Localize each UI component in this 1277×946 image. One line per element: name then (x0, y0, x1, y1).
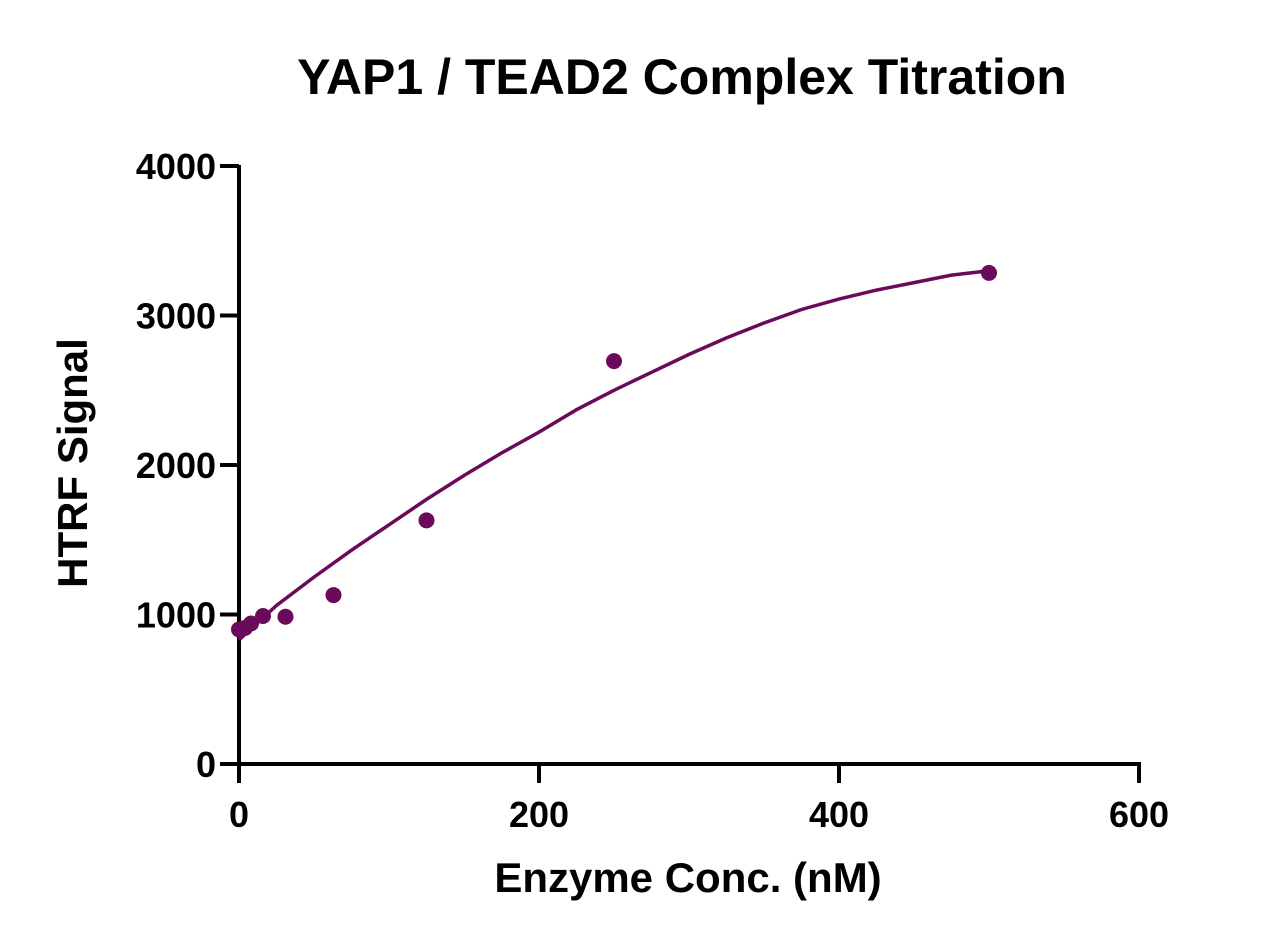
fit-curve (237, 268, 990, 642)
data-point (981, 264, 997, 281)
y-axis-label: HTRF Signal (49, 338, 96, 588)
y-tick-label: 3000 (136, 296, 216, 337)
x-tick-label: 200 (509, 794, 569, 835)
y-tick-label: 2000 (136, 445, 216, 486)
data-points (231, 264, 997, 638)
data-point (243, 615, 259, 632)
data-point (255, 607, 271, 624)
data-point (277, 608, 294, 625)
data-point (325, 587, 342, 604)
data-point (418, 512, 435, 529)
y-tick-label: 4000 (136, 146, 216, 187)
x-tick-label: 0 (229, 794, 249, 835)
y-tick-label: 1000 (136, 595, 216, 636)
chart-title: YAP1 / TEAD2 Complex Titration (297, 49, 1067, 105)
x-tick-label: 600 (1109, 794, 1169, 835)
y-tick-label: 0 (196, 744, 216, 785)
x-tick-label: 400 (809, 794, 869, 835)
x-axis-label: Enzyme Conc. (nM) (494, 854, 881, 901)
x-ticks: 0 200 400 600 (229, 764, 1169, 835)
data-point (606, 353, 622, 370)
y-ticks: 0 1000 2000 3000 4000 (136, 146, 239, 785)
